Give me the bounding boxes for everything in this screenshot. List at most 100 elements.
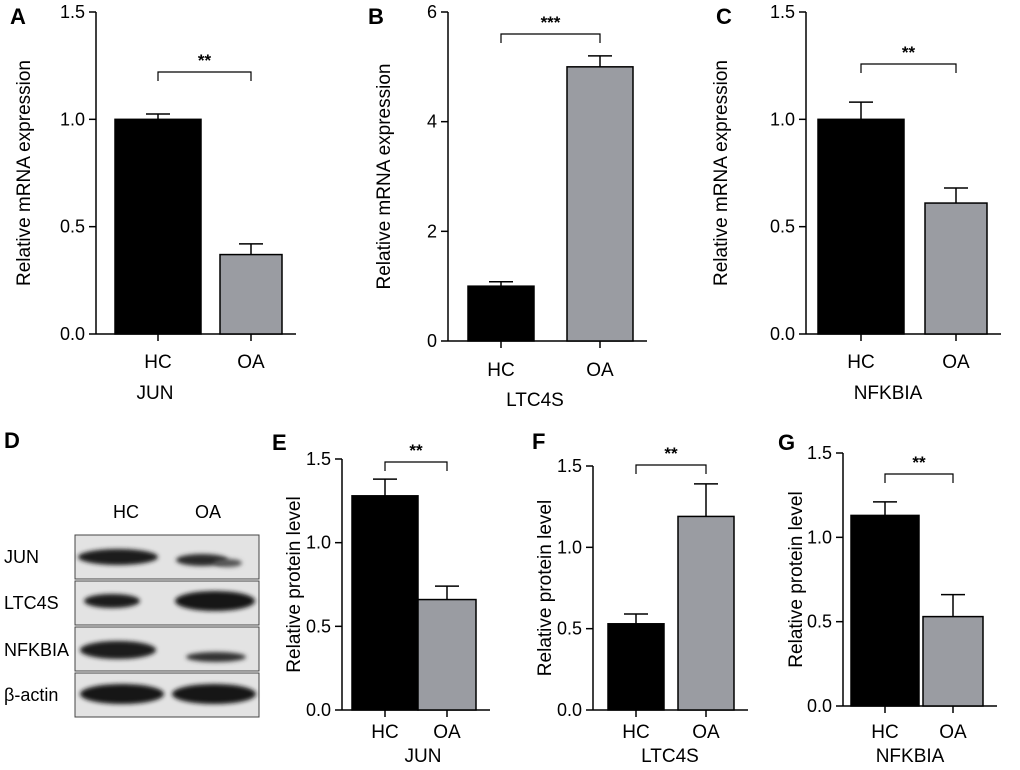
panel-letter-g: G — [778, 430, 795, 455]
y-tick-label: 1.5 — [807, 443, 832, 463]
significance-bracket — [635, 464, 707, 474]
chart-panel-f: F 0.0 0.5 1.0 1.5 HC OA ** LTC4S Relative protein… — [532, 429, 748, 767]
category-label-oa: OA — [586, 360, 614, 381]
category-label-oa: OA — [433, 722, 461, 743]
x-axis-title: LTC4S — [641, 746, 699, 767]
x-axis-title: NFKBIA — [876, 746, 945, 767]
bar-oa — [219, 253, 283, 335]
blot-column-oa: OA — [195, 502, 221, 522]
y-axis-title: Relative protein level — [786, 491, 807, 667]
y-tick-label: 0.5 — [306, 616, 331, 636]
blot-band-beta-actin-oa — [172, 684, 256, 704]
y-tick-label: 0.0 — [557, 700, 582, 720]
panel-letter-a: A — [10, 4, 26, 29]
category-label-oa: OA — [237, 352, 265, 373]
y-tick-label: 1.0 — [770, 109, 795, 129]
y-tick-label: 0.5 — [807, 612, 832, 632]
category-label-oa: OA — [939, 722, 967, 743]
y-axis-title: Relative protein level — [535, 500, 556, 676]
y-tick-label: 0.0 — [60, 324, 85, 344]
y-axis-title: Relative mRNA expression — [374, 64, 395, 290]
significance-label: ** — [409, 441, 423, 460]
y-tick-label: 1.5 — [60, 2, 85, 22]
bar-hc — [467, 285, 535, 342]
blot-row-label-beta-actin: β-actin — [4, 685, 58, 705]
category-label-hc: HC — [847, 352, 874, 373]
category-label-hc: HC — [144, 352, 171, 373]
y-axis-title: Relative protein level — [284, 496, 305, 672]
panel-letter-e: E — [272, 430, 287, 455]
blot-column-hc: HC — [113, 502, 139, 522]
y-tick-label: 0.5 — [557, 619, 582, 639]
category-label-hc: HC — [622, 722, 649, 743]
blot-band-jun-oa-tail — [214, 559, 242, 567]
category-label-hc: HC — [371, 722, 398, 743]
y-tick-label: 1.5 — [770, 2, 795, 22]
charts-layer: A 0.0 0.5 1.0 1.5 HC OA ** JUN Relative mRNA expr… — [10, 2, 1001, 767]
chart-panel-g: G 0.0 0.5 1.0 1.5 HC OA ** NFKBIA Relative protei… — [778, 430, 997, 767]
panel-letter-c: C — [716, 4, 732, 29]
y-tick-label: 1.5 — [306, 449, 331, 469]
blot-band-jun-hc — [78, 549, 158, 565]
blot-row-label-nfkbia: NFKBIA — [4, 640, 69, 660]
y-tick-label: 1.5 — [557, 456, 582, 476]
y-tick-label: 1.0 — [306, 533, 331, 553]
x-axis-title: JUN — [405, 746, 442, 767]
bar-oa — [677, 515, 735, 711]
bar-hc — [351, 495, 419, 711]
significance-bracket — [157, 71, 252, 81]
y-tick-label: 2 — [427, 221, 437, 241]
blot-row-label-ltc4s: LTC4S — [4, 593, 59, 613]
x-axis-title: LTC4S — [506, 390, 564, 411]
y-tick-label: 1.0 — [807, 527, 832, 547]
significance-bracket — [860, 63, 957, 73]
blot-band-ltc4s-hc — [84, 594, 140, 608]
x-axis-title: JUN — [137, 383, 174, 404]
panel-letter-b: B — [368, 4, 384, 29]
blot-band-beta-actin-hc — [80, 684, 164, 704]
chart-panel-e: E 0.0 0.5 1.0 1.5 HC OA ** JUN Relative protein l… — [272, 430, 490, 767]
chart-panel-b: B 0 2 4 6 HC OA *** LTC4S Relative mRNA expressio… — [368, 2, 647, 411]
blot-band-nfkbia-hc — [80, 641, 156, 659]
panel-letter-f: F — [532, 429, 545, 454]
y-tick-label: 1.0 — [557, 537, 582, 557]
significance-label: ** — [902, 43, 916, 62]
category-label-oa: OA — [942, 352, 970, 373]
significance-label: ** — [664, 444, 678, 463]
panel-letter-d: D — [4, 428, 20, 453]
significance-label: ** — [912, 453, 926, 472]
bar-hc — [607, 623, 665, 711]
y-tick-label: 4 — [427, 112, 437, 132]
significance-bracket — [884, 473, 954, 483]
bar-oa — [417, 598, 477, 711]
y-tick-label: 1.0 — [60, 109, 85, 129]
blot-row-label-jun: JUN — [4, 547, 39, 567]
chart-panel-a: A 0.0 0.5 1.0 1.5 HC OA ** JUN Relative mRNA expr… — [10, 2, 296, 404]
blot-band-ltc4s-oa — [175, 591, 255, 611]
y-tick-label: 0.0 — [807, 696, 832, 716]
bar-hc — [114, 118, 202, 335]
bar-hc — [850, 514, 920, 707]
significance-bracket — [384, 461, 448, 471]
y-tick-label: 0.5 — [60, 217, 85, 237]
western-blot-panel: D HC OA JUN LTC4S NFKBIA β-actin — [4, 428, 260, 718]
significance-label: ** — [198, 51, 212, 70]
y-axis-title: Relative mRNA expression — [14, 60, 35, 286]
category-label-oa: OA — [692, 722, 720, 743]
y-tick-label: 0.5 — [770, 217, 795, 237]
y-tick-label: 6 — [427, 2, 437, 22]
blot-band-nfkbia-oa — [186, 652, 246, 662]
x-axis-title: NFKBIA — [854, 383, 923, 404]
bar-hc — [817, 118, 905, 335]
y-tick-label: 0.0 — [306, 700, 331, 720]
significance-bracket — [500, 33, 601, 43]
y-tick-label: 0.0 — [770, 324, 795, 344]
significance-label: *** — [541, 13, 561, 32]
category-label-hc: HC — [487, 360, 514, 381]
bar-oa — [922, 615, 984, 707]
category-label-hc: HC — [871, 722, 898, 743]
y-tick-label: 0 — [427, 331, 437, 351]
bar-oa — [566, 66, 634, 342]
y-axis-title: Relative mRNA expression — [711, 60, 732, 286]
